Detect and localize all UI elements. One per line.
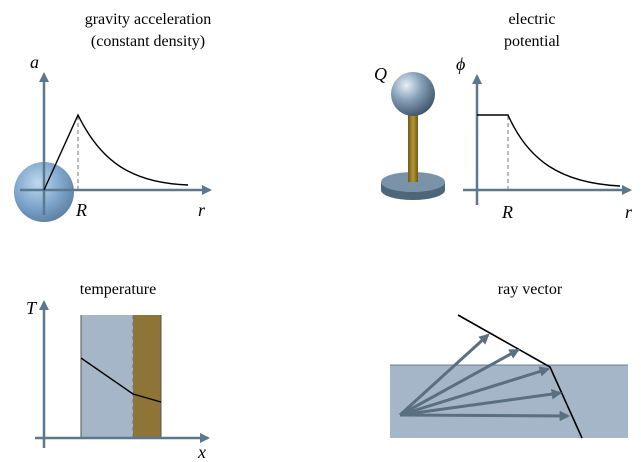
rod [408,112,418,182]
potential-panel: electric potential ϕ R r Q [374,11,633,222]
y-label: ϕ [456,54,465,74]
charge-label: Q [374,64,387,84]
marker-label: R [75,200,87,220]
marker-label: R [501,202,513,222]
y-label: a [30,52,39,72]
x-label: r [198,200,206,220]
title: gravity acceleration [85,11,212,28]
title: ray vector [498,281,563,298]
temperature-panel: temperature T x [26,281,208,462]
x-label: x [197,442,206,462]
title: electric [508,11,555,28]
y-label: T [26,298,38,318]
title: potential [504,33,561,50]
diagram: gravity acceleration (constant density) … [0,0,641,462]
title: temperature [80,281,156,298]
ray [400,415,568,416]
ball [391,72,435,116]
layer [133,315,161,438]
curve [477,115,620,186]
x-label: r [625,202,633,222]
ray-panel: ray vector [390,281,628,438]
title: (constant density) [91,33,205,50]
gravity-panel: gravity acceleration (constant density) … [14,11,211,222]
